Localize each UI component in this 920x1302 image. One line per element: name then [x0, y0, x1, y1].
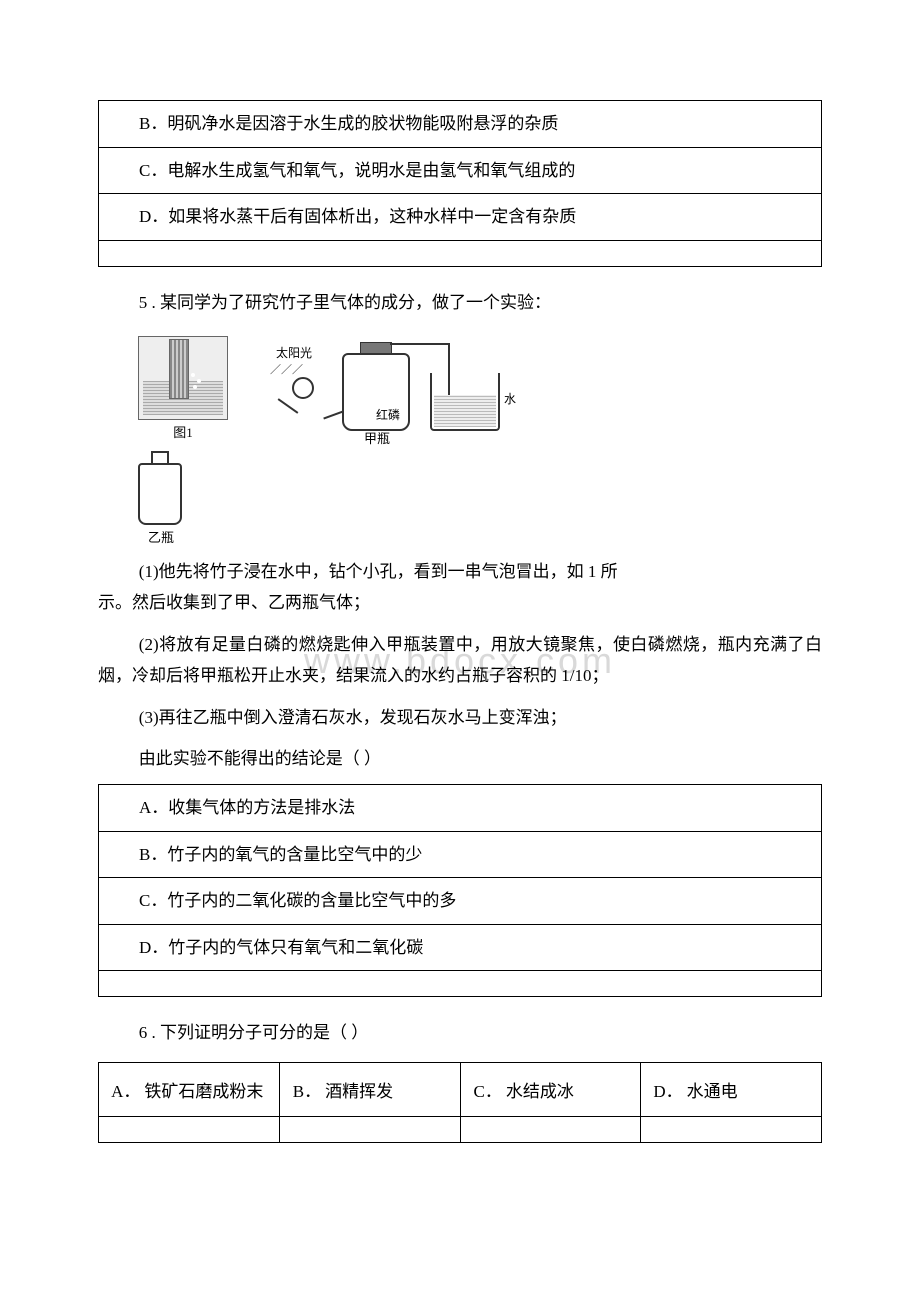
q5-conclude-text: 由此实验不能得出的结论是（ ） [139, 749, 381, 768]
option-c[interactable]: C．电解水生成氢气和氧气，说明水是由氢气和氧气组成的 [99, 147, 822, 194]
opt-c-letter: C． [469, 1077, 506, 1102]
table-row: B．明矾净水是因溶于水生成的胶状物能吸附悬浮的杂质 [99, 101, 822, 148]
option-b[interactable]: B．明矾净水是因溶于水生成的胶状物能吸附悬浮的杂质 [99, 101, 822, 148]
q5-step3-text: (3)再往乙瓶中倒入澄清石灰水，发现石灰水马上变浑浊； [139, 708, 567, 727]
opt-c-text: 水结成冰 [506, 1082, 574, 1101]
table-row [99, 971, 822, 997]
q5-step2: (2)将放有足量白磷的燃烧匙伸入甲瓶装置中，用放大镜聚焦，使白磷燃烧，瓶内充满了… [98, 629, 822, 692]
empty-cell [99, 240, 822, 266]
bottle-yi [138, 463, 182, 525]
opt-b-text: 酒精挥发 [325, 1082, 393, 1101]
option-b[interactable]: B．竹子内的氧气的含量比空气中的少 [99, 831, 822, 878]
empty-cell [641, 1116, 822, 1142]
option-a[interactable]: A．铁矿石磨成粉末 [99, 1062, 280, 1116]
opt-d-text: 水通电 [687, 1082, 738, 1101]
table-row [99, 240, 822, 266]
q5-options-table: A．收集气体的方法是排水法 B．竹子内的氧气的含量比空气中的少 C．竹子内的二氧… [98, 784, 822, 997]
opt-d-letter: D． [649, 1077, 686, 1102]
red-phosphorus-label: 红磷 [376, 406, 400, 423]
q5-step1: (1)他先将竹子浸在水中，钻个小孔，看到一串气泡冒出，如 1 所 示。然后收集到… [98, 556, 822, 619]
figure-2: 太阳光 ／／／ 红磷 水 甲瓶 [268, 331, 528, 441]
empty-cell [99, 971, 822, 997]
option-c[interactable]: C．水结成冰 [460, 1062, 641, 1116]
beaker-icon [430, 373, 500, 431]
option-d[interactable]: D．水通电 [641, 1062, 822, 1116]
empty-cell [99, 1116, 280, 1142]
figure-1: 图1 [138, 336, 228, 441]
q5-conclude: 由此实验不能得出的结论是（ ） [98, 743, 822, 774]
figure-yi-bottle: 乙瓶 [98, 451, 822, 546]
q5-step1-line1: (1)他先将竹子浸在水中，钻个小孔，看到一串气泡冒出，如 1 所 [139, 562, 618, 581]
figure-1-label: 图1 [173, 422, 193, 441]
bottle-jia-label: 甲瓶 [364, 428, 390, 447]
q6-options-table: A．铁矿石磨成粉末 B．酒精挥发 C．水结成冰 D．水通电 [98, 1062, 822, 1143]
table-row: C．竹子内的二氧化碳的含量比空气中的多 [99, 878, 822, 925]
opt-a-text: 铁矿石磨成粉末 [144, 1082, 263, 1101]
option-d[interactable]: D．竹子内的气体只有氧气和二氧化碳 [99, 924, 822, 971]
bamboo-water-diagram [138, 336, 228, 420]
q5-title: 5 . 某同学为了研究竹子里气体的成分，做了一个实验： [98, 287, 822, 319]
table-row: D．如果将水蒸干后有固体析出，这种水样中一定含有杂质 [99, 194, 822, 241]
magnifier-icon [292, 377, 314, 399]
page-content: B．明矾净水是因溶于水生成的胶状物能吸附悬浮的杂质 C．电解水生成氢气和氧气，说… [98, 100, 822, 1143]
table-row: A．收集气体的方法是排水法 [99, 785, 822, 832]
table-row: B．竹子内的氧气的含量比空气中的少 [99, 831, 822, 878]
table-row: D．竹子内的气体只有氧气和二氧化碳 [99, 924, 822, 971]
q4-options-table: B．明矾净水是因溶于水生成的胶状物能吸附悬浮的杂质 C．电解水生成氢气和氧气，说… [98, 100, 822, 267]
sun-label: 太阳光 [276, 344, 312, 361]
option-b[interactable]: B．酒精挥发 [279, 1062, 460, 1116]
water-label: 水 [504, 390, 516, 407]
option-d[interactable]: D．如果将水蒸干后有固体析出，这种水样中一定含有杂质 [99, 194, 822, 241]
q6-title: 6 . 下列证明分子可分的是（ ） [98, 1017, 822, 1049]
apparatus-diagram: 太阳光 ／／／ 红磷 水 甲瓶 [268, 331, 528, 441]
empty-cell [460, 1116, 641, 1142]
empty-cell [279, 1116, 460, 1142]
table-row: C．电解水生成氢气和氧气，说明水是由氢气和氧气组成的 [99, 147, 822, 194]
q5-step2-text: (2)将放有足量白磷的燃烧匙伸入甲瓶装置中，用放大镜聚焦，使白磷燃烧，瓶内充满了… [98, 635, 822, 685]
option-a[interactable]: A．收集气体的方法是排水法 [99, 785, 822, 832]
table-row: A．铁矿石磨成粉末 B．酒精挥发 C．水结成冰 D．水通电 [99, 1062, 822, 1116]
opt-b-letter: B． [288, 1077, 325, 1102]
bottle-yi-label: 乙瓶 [148, 527, 822, 546]
table-row [99, 1116, 822, 1142]
option-c[interactable]: C．竹子内的二氧化碳的含量比空气中的多 [99, 878, 822, 925]
q5-figures: 图1 太阳光 ／／／ 红磷 水 甲瓶 [98, 331, 822, 441]
q5-step1-line2: 示。然后收集到了甲、乙两瓶气体； [98, 593, 370, 612]
q5-step3: (3)再往乙瓶中倒入澄清石灰水，发现石灰水马上变浑浊； [98, 702, 822, 733]
opt-a-letter: A． [107, 1077, 144, 1102]
